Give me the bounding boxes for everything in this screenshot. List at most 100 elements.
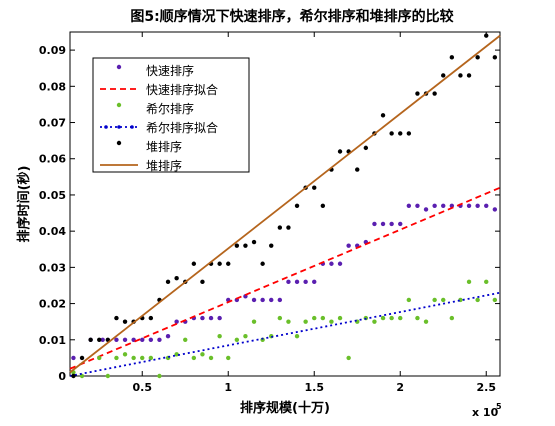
data-point	[97, 355, 102, 361]
x-tick-label: 2	[396, 381, 404, 394]
legend-marker	[116, 64, 122, 70]
data-point	[208, 355, 214, 361]
legend-label: 希尔排序拟合	[146, 120, 218, 135]
data-point	[260, 297, 265, 303]
data-point	[312, 185, 317, 190]
data-point	[217, 333, 222, 339]
data-point	[140, 337, 145, 342]
y-tick-label: 0	[58, 370, 66, 383]
data-point	[71, 355, 76, 361]
data-point	[449, 55, 455, 60]
data-point	[191, 355, 197, 361]
legend-marker	[104, 125, 108, 129]
x-exponent-base: x 10	[472, 406, 499, 419]
data-point	[449, 315, 455, 321]
data-point	[406, 297, 412, 303]
data-point	[432, 297, 437, 303]
legend-item: 堆排序	[116, 139, 182, 154]
data-point	[277, 315, 283, 321]
data-point	[398, 131, 403, 136]
data-point	[484, 279, 489, 285]
data-point	[148, 355, 154, 361]
data-point	[346, 243, 351, 248]
data-point	[329, 319, 334, 324]
data-point	[294, 279, 300, 285]
legend-marker	[130, 125, 134, 129]
legend-item: 快速排序	[116, 63, 194, 78]
data-point	[183, 337, 188, 342]
data-point	[114, 337, 119, 342]
fit-line-5	[69, 34, 501, 374]
legend-item: 希尔排序	[116, 101, 194, 116]
data-point	[243, 243, 248, 248]
data-point	[475, 297, 480, 303]
data-point	[105, 373, 111, 379]
data-point	[406, 131, 412, 136]
data-point	[286, 225, 291, 230]
data-point	[466, 73, 472, 78]
data-point	[97, 337, 102, 342]
data-point	[372, 319, 377, 324]
data-point	[458, 73, 463, 78]
legend-marker	[117, 125, 121, 129]
data-point	[100, 337, 105, 342]
data-point	[122, 352, 128, 357]
data-point	[157, 373, 162, 379]
data-point	[217, 315, 222, 321]
data-point	[492, 207, 498, 212]
data-point	[71, 373, 76, 379]
data-point	[398, 315, 403, 321]
y-tick-label: 0.01	[39, 334, 66, 347]
data-point	[122, 337, 128, 342]
data-point	[484, 33, 489, 38]
data-point	[423, 207, 429, 212]
data-point	[355, 167, 360, 172]
data-point	[217, 261, 222, 266]
data-point	[406, 203, 412, 209]
data-point	[415, 315, 420, 321]
data-point	[337, 315, 343, 321]
y-tick-label: 0.04	[39, 225, 66, 238]
y-axis: 0 0.01 0.02 0.03 0.04 0.05 0.06 0.07 0.08 0.09	[39, 44, 500, 383]
legend-label: 快速排序	[146, 63, 194, 78]
y-tick-label: 0.03	[39, 261, 66, 274]
data-point	[226, 355, 231, 361]
data-point	[131, 355, 136, 361]
y-axis-label: 排序时间(秒)	[16, 166, 32, 243]
data-point	[380, 113, 386, 118]
data-point	[174, 276, 179, 281]
data-point	[269, 243, 274, 248]
data-point	[157, 337, 162, 342]
data-point	[174, 319, 179, 324]
data-point	[466, 279, 472, 285]
data-point	[200, 352, 205, 357]
data-point	[165, 279, 171, 285]
data-point	[148, 337, 154, 342]
data-point	[346, 355, 351, 361]
x-tick-label: 0.5	[132, 381, 152, 394]
x-exponent-power: 5	[496, 402, 502, 411]
legend-label: 希尔排序	[146, 101, 194, 116]
data-point	[415, 91, 420, 96]
data-point	[312, 279, 317, 285]
legend-marker	[116, 102, 122, 108]
data-point	[441, 297, 446, 303]
data-point	[114, 355, 119, 361]
data-point	[140, 355, 145, 361]
data-point	[174, 352, 179, 357]
y-tick-label: 0.07	[39, 117, 66, 130]
data-point	[380, 315, 386, 321]
data-point	[389, 221, 394, 227]
data-point	[320, 315, 326, 321]
data-point	[234, 337, 240, 342]
legend-label: 堆排序	[146, 158, 182, 173]
legend-label: 堆排序	[146, 139, 182, 154]
data-point	[122, 319, 128, 324]
data-point	[363, 145, 369, 151]
x-axis-exponent: x 10 5	[472, 402, 502, 419]
data-point	[303, 279, 308, 285]
data-point	[226, 261, 231, 266]
data-point	[389, 131, 394, 136]
data-point	[372, 221, 377, 227]
data-point	[200, 315, 205, 321]
